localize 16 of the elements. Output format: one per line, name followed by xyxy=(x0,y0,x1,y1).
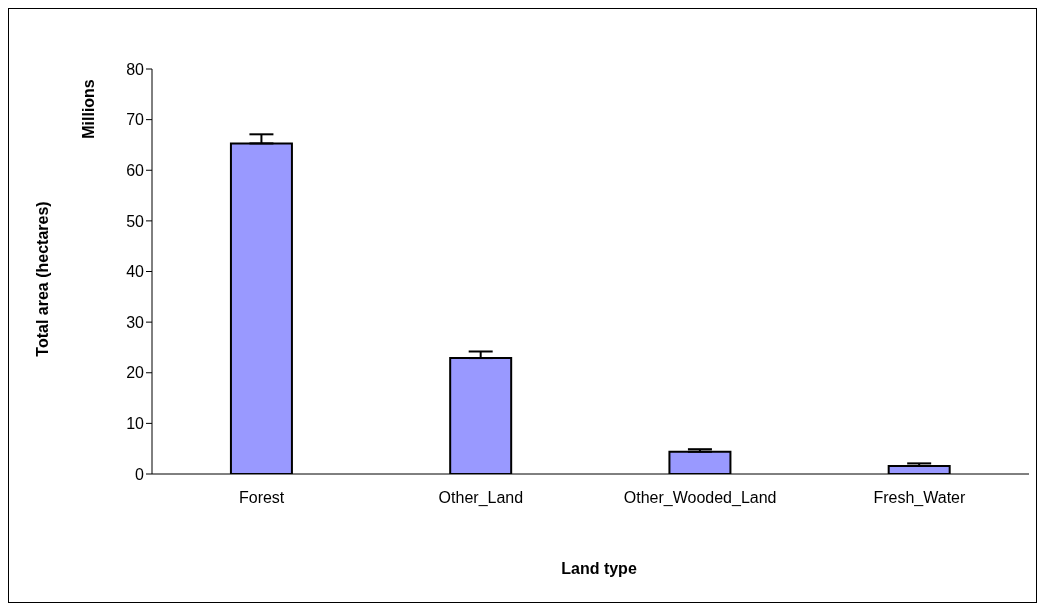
x-tick-label: Forest xyxy=(238,489,285,507)
y-tick-label: 10 xyxy=(126,415,145,433)
y-tick-label: 80 xyxy=(126,60,145,78)
y-tick-label: 60 xyxy=(126,161,145,179)
y-tick-label: 50 xyxy=(126,212,145,230)
y-tick-label: 20 xyxy=(126,364,145,382)
x-tick-label: Other_Land xyxy=(438,489,524,508)
x-tick-label: Fresh_Water xyxy=(873,489,966,508)
x-axis-title: Land type xyxy=(561,560,637,578)
y-axis-title: Total area (hectares) xyxy=(34,201,52,357)
text: Millions xyxy=(80,79,98,139)
y-tick-label: 70 xyxy=(126,111,145,129)
y-tick-label: 40 xyxy=(126,263,145,281)
y-tick-label: 30 xyxy=(126,313,145,331)
x-tick-label: Other_Wooded_Land xyxy=(623,489,777,508)
y-tick-label: 0 xyxy=(135,465,145,483)
